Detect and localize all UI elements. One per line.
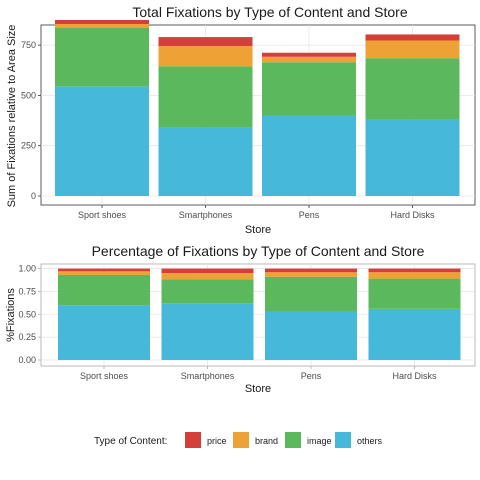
bar-others-hard-disks [365,119,460,196]
bar-image-smartphones [161,279,254,304]
x-tick-label: Pens [301,371,322,381]
bar-others-sport-shoes [55,86,149,196]
bar-group [58,268,461,360]
bar-brand-pens [262,56,356,63]
x-tick-labels: Sport shoes Smartphones Pens Hard Disks [80,366,437,381]
legend-key-image [285,432,301,448]
y-axis-label: Sum of Fixations relative to Area Size [6,25,18,208]
legend-label-image: image [307,436,332,446]
y-tick-label: 0.50 [18,309,36,319]
bar-image-pens [262,62,356,116]
bar-image-hard-disks [365,58,460,120]
x-tick-label: Smartphones [181,371,235,381]
x-axis-label: Store [245,224,271,236]
legend-items: price brand image others [185,432,383,448]
bar-image-sport-shoes [55,28,149,87]
bar-others-smartphones [158,127,253,196]
y-axis-label: %Fixations [5,288,17,342]
percentage-fixations-chart: Percentage of Fixations by Type of Conte… [5,243,476,395]
bar-price-smartphones [161,268,254,274]
x-tick-label: Hard Disks [390,210,435,220]
y-tick-label: 250 [21,141,36,151]
bar-brand-smartphones [158,46,253,67]
y-tick-labels: 0.00 0.25 0.50 0.75 1.00 [18,264,41,365]
bar-image-smartphones [158,66,253,128]
bar-brand-pens [265,272,357,277]
bar-brand-sport-shoes [55,23,149,29]
x-tick-label: Sport shoes [80,371,129,381]
x-axis-label: Store [245,383,271,395]
x-tick-labels: Sport shoes Smartphones Pens Hard Disks [78,205,435,220]
bar-price-sport-shoes [55,19,149,24]
y-tick-label: 750 [21,40,36,50]
bar-others-smartphones [161,303,254,360]
y-tick-label: 0 [31,191,36,201]
legend-label-others: others [357,436,383,446]
legend-key-brand [233,432,249,448]
bar-others-pens [262,115,356,196]
bar-image-hard-disks [368,278,461,309]
bar-price-pens [265,268,357,273]
bar-brand-sport-shoes [58,271,150,275]
bar-others-pens [265,311,357,360]
bar-price-sport-shoes [58,268,150,272]
bar-price-pens [262,52,356,57]
legend: Type of Content: price brand image others [94,432,383,448]
bar-others-sport-shoes [58,305,150,360]
legend-key-price [185,432,201,448]
y-tick-label: 0.25 [18,332,36,342]
x-tick-label: Smartphones [179,210,233,220]
chart-title: Percentage of Fixations by Type of Conte… [92,243,425,259]
bar-others-hard-disks [368,308,461,360]
x-tick-label: Hard Disks [392,371,437,381]
y-tick-label: 0.75 [18,286,36,296]
legend-label-price: price [207,436,227,446]
bar-image-pens [265,276,357,312]
bar-brand-smartphones [161,273,254,280]
bar-brand-hard-disks [365,40,460,59]
bar-brand-hard-disks [368,272,461,279]
bar-price-smartphones [158,37,253,47]
bar-price-hard-disks [368,268,461,273]
x-tick-label: Pens [299,210,320,220]
legend-key-others [335,432,351,448]
y-tick-label: 0.00 [18,355,36,365]
total-fixations-chart: Total Fixations by Type of Content and S… [6,4,476,236]
chart-title: Total Fixations by Type of Content and S… [132,4,407,20]
legend-label-brand: brand [255,436,278,446]
y-tick-labels: 0 250 500 750 [21,40,41,201]
legend-title: Type of Content: [94,436,167,447]
y-tick-label: 500 [21,90,36,100]
x-tick-label: Sport shoes [78,210,127,220]
bar-price-hard-disks [365,34,460,41]
bar-image-sport-shoes [58,274,150,306]
y-tick-label: 1.00 [18,264,36,274]
bar-group [55,19,460,196]
